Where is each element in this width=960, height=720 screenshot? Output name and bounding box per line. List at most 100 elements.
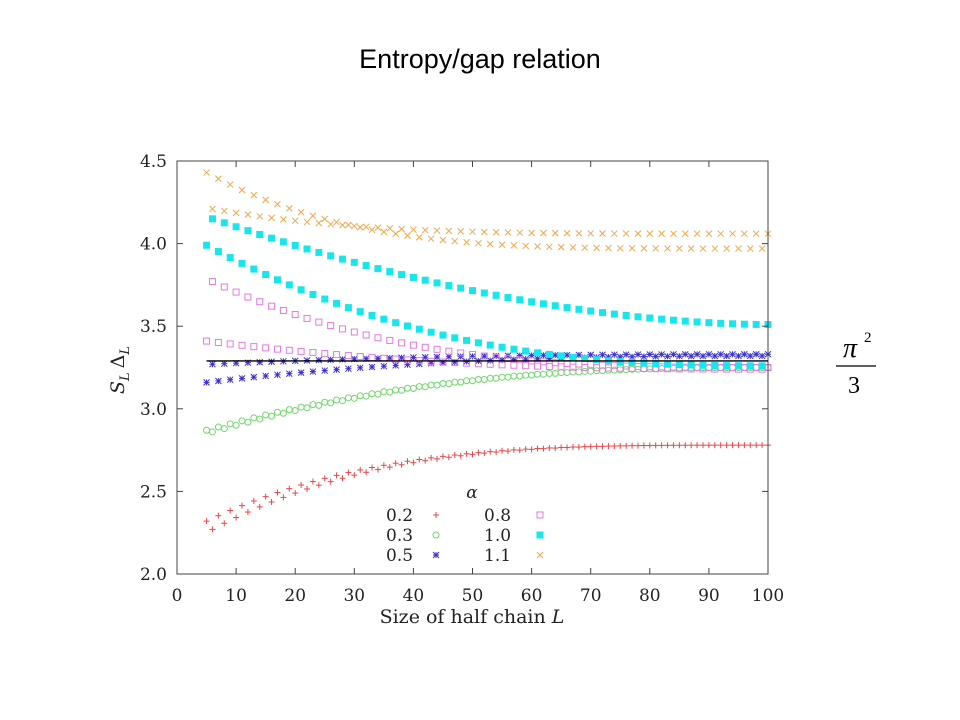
data-point [551, 302, 559, 310]
data-point [327, 322, 335, 330]
data-point [687, 245, 695, 252]
data-point [705, 364, 713, 372]
x-tick-label: 30 [343, 586, 365, 606]
data-point [604, 366, 612, 374]
data-point [338, 397, 346, 405]
data-point [498, 373, 506, 381]
data-point [392, 319, 400, 327]
data-point [717, 442, 724, 449]
data-point [214, 339, 222, 347]
data-point [516, 356, 524, 364]
data-point [469, 228, 476, 236]
data-point [256, 503, 263, 510]
legend-title: α [466, 483, 478, 503]
data-point [658, 365, 666, 373]
x-tick-label: 90 [698, 586, 720, 606]
data-point [616, 366, 624, 374]
legend-label: 1.1 [484, 546, 511, 566]
data-point [605, 443, 612, 450]
data-point [433, 227, 441, 234]
data-point [581, 244, 589, 252]
data-point [350, 258, 358, 266]
data-point [380, 388, 388, 396]
data-point [746, 245, 754, 252]
data-point [392, 355, 400, 363]
data-point [214, 247, 222, 255]
data-point [451, 334, 459, 342]
data-point [658, 315, 666, 323]
data-point [374, 224, 382, 232]
data-point [528, 298, 536, 306]
data-point [705, 319, 713, 327]
data-point [380, 228, 388, 236]
data-point [516, 229, 524, 237]
data-point [439, 380, 447, 388]
data-point [344, 304, 352, 312]
data-point [480, 376, 488, 384]
data-point [333, 299, 341, 307]
data-point [735, 442, 742, 449]
data-point [232, 288, 240, 296]
data-point [250, 343, 258, 351]
data-point [280, 494, 287, 501]
data-point [711, 245, 719, 252]
data-point [611, 443, 618, 450]
data-point [279, 238, 287, 246]
y-tick-label: 2.5 [140, 482, 167, 502]
data-point [522, 446, 529, 453]
data-point [605, 244, 612, 252]
legend-marker [433, 512, 439, 518]
data-point [528, 446, 535, 453]
data-point [421, 383, 429, 391]
data-point [215, 512, 222, 519]
data-point [339, 475, 346, 482]
data-point [504, 355, 512, 363]
data-point [587, 351, 595, 359]
data-point [593, 244, 600, 252]
data-point [203, 426, 211, 434]
data-point [297, 403, 305, 411]
data-point [581, 443, 588, 450]
data-point [486, 240, 494, 248]
data-point [539, 358, 547, 366]
data-point [564, 444, 571, 451]
data-point [504, 448, 511, 455]
data-point [333, 472, 340, 479]
data-point [504, 294, 512, 302]
data-point [705, 442, 712, 449]
data-point [551, 351, 559, 359]
slide-title: Entropy/gap relation [359, 44, 601, 74]
data-point [439, 358, 447, 366]
data-point [752, 364, 760, 372]
data-point [758, 352, 766, 360]
data-point [463, 377, 471, 385]
data-point [297, 347, 305, 355]
data-point [622, 366, 630, 374]
data-point [386, 268, 394, 276]
data-point [699, 361, 707, 369]
y-tick-label: 3.0 [140, 400, 167, 420]
data-point [457, 349, 465, 357]
data-point [238, 186, 246, 194]
data-point [285, 370, 293, 378]
data-point [274, 200, 281, 208]
data-point [233, 514, 240, 521]
data-point [734, 362, 742, 370]
data-point [273, 408, 281, 416]
x-tick-label: 80 [639, 586, 661, 606]
y-tick-label: 4.5 [140, 152, 167, 172]
data-point [752, 320, 760, 328]
data-point [551, 229, 559, 237]
data-point [409, 384, 417, 392]
data-point [232, 209, 240, 217]
data-point [581, 367, 589, 375]
data-point [623, 442, 630, 449]
data-point [534, 370, 542, 378]
data-point [244, 227, 252, 235]
data-point [687, 352, 695, 360]
data-point [415, 383, 423, 391]
data-point [457, 378, 465, 386]
data-point [534, 243, 541, 250]
data-point [215, 377, 222, 385]
data-point [610, 351, 618, 359]
